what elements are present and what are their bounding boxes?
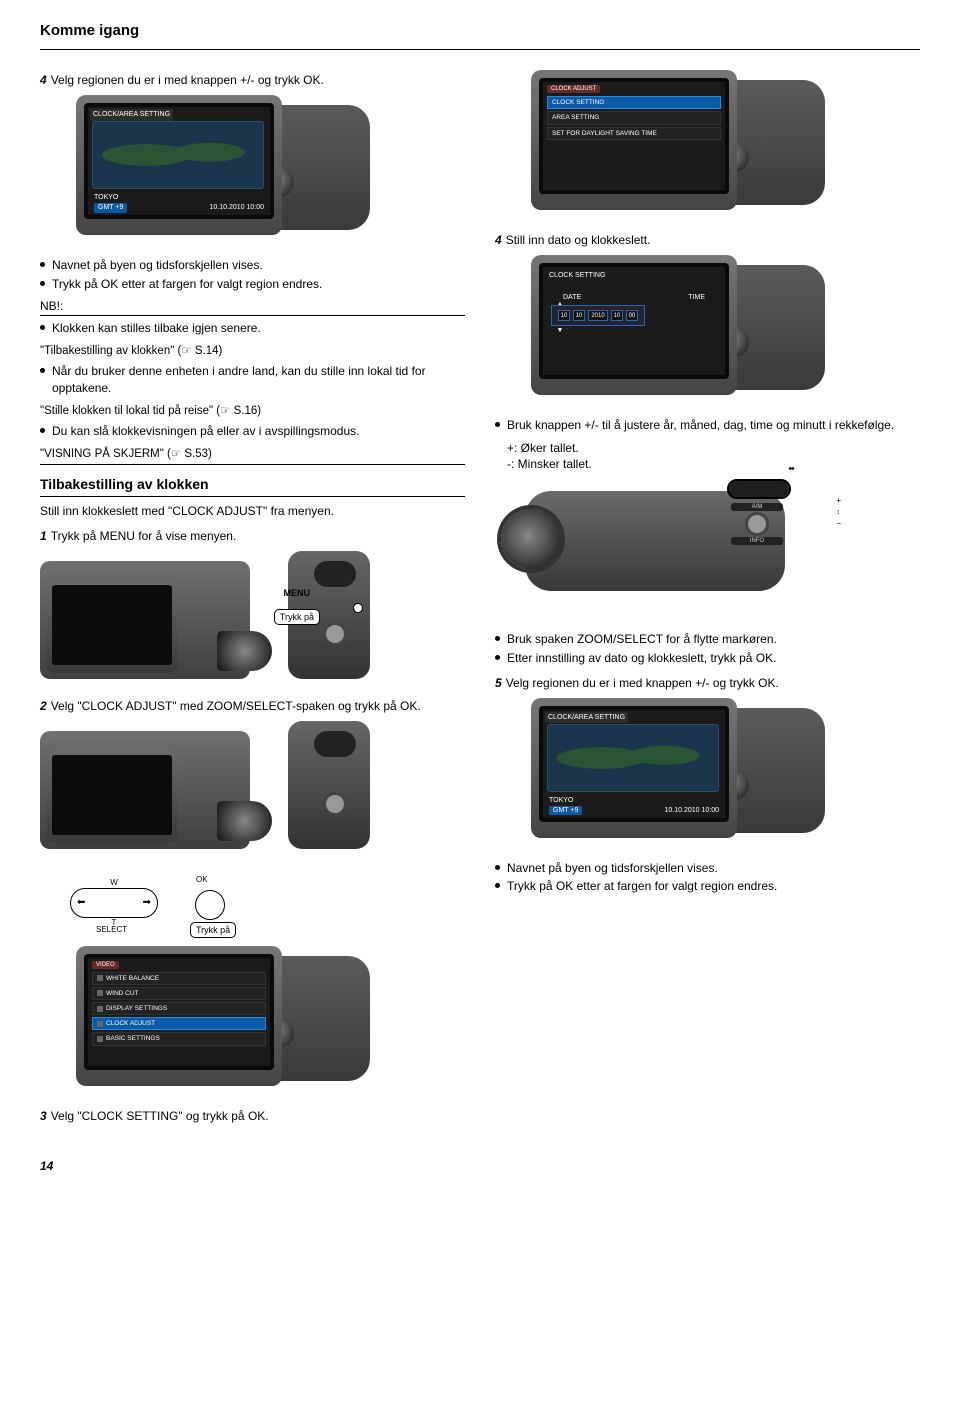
illustration-camcorder-area-setting-2: CLOCK/AREA SETTING TOKYOSEOUL GMT +9 10.… [495,698,825,848]
right-column: CLOCK ADJUST CLOCK SETTING AREA SETTING … [495,64,920,1130]
step-1-reset-text: Trykk på MENU for å vise menyen. [51,529,237,543]
bullet: Når du bruker denne enheten i andre land… [40,363,465,397]
section-heading-reset: Tilbakestilling av klokken [40,475,465,495]
page-number: 14 [40,1158,920,1175]
lcd-datetime: 10.10.2010 10:00 [665,806,720,816]
illustration-camcorder-clocksetting: CLOCK SETTING DATE TIME ▲▼ 10 10 2010 10… [495,255,825,405]
ref-link-1: "Tilbakestilling av klokken" (☞ S.14) [40,343,465,359]
note-divider-end [40,464,465,465]
step-3-reset-text: Velg "CLOCK SETTING" og trykk på OK. [51,1109,269,1123]
bullet: Navnet på byen og tidsforskjellen vises. [40,257,465,274]
lcd-gmt: GMT +9 [549,806,582,816]
step-5: 5Velg regionen du er i med knappen +/- o… [495,675,920,692]
menu-row: WIND CUT [92,987,266,1000]
minus-note: -: Minsker tallet. [507,456,920,473]
menu-row: AREA SETTING [547,111,721,124]
illustration-camcorder-menu: MENU Trykk på [40,551,370,686]
menu-row-selected: CLOCK SETTING [547,96,721,109]
lcd-gmt: GMT +9 [94,203,127,213]
step-2-reset: 2Velg "CLOCK ADJUST" med ZOOM/SELECT-spa… [40,698,465,715]
illustration-camcorder-controls [40,721,370,856]
plus-note: +: Øker tallet. [507,440,920,457]
lcd-title: CLOCK/AREA SETTING [90,109,173,121]
menu-row: DISPLAY SETTINGS [92,1002,266,1015]
bullets-region-info: Navnet på byen og tidsforskjellen vises.… [40,257,465,293]
ref-link-3: "VISNING PÅ SKJERM" (☞ S.53) [40,446,465,462]
page-section-title: Komme igang [40,20,920,41]
bullets-end: Navnet på byen og tidsforskjellen vises.… [495,860,920,896]
menu-row: WHITE BALANCE [92,972,266,985]
lcd-clock-title: CLOCK SETTING [549,271,605,281]
left-column: 4Velg regionen du er i med knappen +/- o… [40,64,465,1130]
rocker-w: W [110,877,118,888]
bullet: Klokken kan stilles tilbake igjen senere… [40,320,465,337]
note-divider [40,315,465,316]
step-1-reset: 1Trykk på MENU for å vise menyen. [40,528,465,545]
side-btn-ring [748,515,766,533]
bullets-adjust: Bruk knappen +/- til å justere år, måned… [495,417,920,434]
select-label: SELECT [96,924,127,935]
lcd-world-map [547,724,719,792]
bullet: Bruk spaken ZOOM/SELECT for å flytte mar… [495,631,920,648]
zoom-select-rocker: W T ⬅ ➡ [70,888,158,918]
menu-row: BASIC SETTINGS [92,1032,266,1045]
arrow-right-icon: ➡ [143,896,151,910]
control-diagram: W T ⬅ ➡ SELECT OK Trykk på [40,868,370,938]
bullet: Du kan slå klokkevisningen på eller av i… [40,423,465,440]
lcd-title: CLOCK/AREA SETTING [545,712,628,724]
arrow-left-icon: ⬅ [77,896,85,910]
lcd-date-label: DATE [563,293,581,303]
ok-label: OK [196,874,208,885]
lcd-chip: CLOCK ADJUST [547,85,600,93]
lcd-box: 10 [558,310,570,321]
pm-arrow-icon: ↕ [836,509,840,516]
bullets-after-side: Bruk spaken ZOOM/SELECT for å flytte mar… [495,631,920,667]
illustration-camcorder-clockadjust-menu: CLOCK ADJUST CLOCK SETTING AREA SETTING … [495,70,825,220]
bullet: Trykk på OK etter at fargen for valgt re… [40,276,465,293]
header-divider [40,49,920,50]
bullet: Trykk på OK etter at fargen for valgt re… [495,878,920,895]
bullet: Navnet på byen og tidsforskjellen vises. [495,860,920,877]
step-2-reset-text: Velg "CLOCK ADJUST" med ZOOM/SELECT-spak… [51,699,421,713]
lcd-time-label: TIME [688,293,705,303]
arrow-down-icon: ▼ [557,326,564,336]
step-4-right: 4Still inn dato og klokkeslett. [495,232,920,249]
ref-link-2: "Stille klokken til lokal tid på reise" … [40,403,465,419]
lcd-box: 2010 [588,310,608,321]
lcd-chip: VIDEO [92,961,119,969]
plus-label: + [836,495,841,506]
press-label: Trykk på [274,609,320,626]
lcd-box: 10 [611,310,623,321]
section-body: Still inn klokkeslett med "CLOCK ADJUST"… [40,503,465,520]
illustration-camcorder-side: ⬌ A/M INFO + ↕ − [495,479,825,619]
side-btn-info: INFO [731,537,783,545]
menu-button-indicator [353,603,363,613]
lcd-datetime: 10.10.2010 10:00 [210,203,265,213]
menu-row-selected: CLOCK ADJUST [92,1017,266,1030]
side-btn-am: A/M [731,503,783,511]
step-4-left: 4Velg regionen du er i med knappen +/- o… [40,72,465,89]
lcd-box: 00 [626,310,638,321]
step-4-right-text: Still inn dato og klokkeslett. [506,233,651,247]
illustration-camcorder-area-setting: CLOCK/AREA SETTING TOKYOSEOUL GMT +9 10.… [40,95,370,245]
bullet: Bruk knappen +/- til å justere år, måned… [495,417,920,434]
section-divider [40,496,465,497]
lcd-box: 10 [573,310,585,321]
bullet: Etter innstilling av dato og klokkeslett… [495,650,920,667]
lcd-datetime-boxes: 10 10 2010 10 00 [551,305,645,326]
menu-label: MENU [284,587,311,600]
minus-label: − [836,518,841,529]
illustration-camcorder-menulist: VIDEO WHITE BALANCE WIND CUT DISPLAY SET… [40,946,370,1096]
step-3-reset: 3Velg "CLOCK SETTING" og trykk på OK. [40,1108,465,1125]
ok-button-outline [195,890,225,920]
menu-row: SET FOR DAYLIGHT SAVING TIME [547,127,721,140]
step-4-left-text: Velg regionen du er i med knappen +/- og… [51,73,324,87]
step-5-text: Velg regionen du er i med knappen +/- og… [506,676,779,690]
note-heading: NB!: [40,298,465,315]
press-label-ok: Trykk på [190,922,236,939]
lcd-world-map [92,121,264,189]
